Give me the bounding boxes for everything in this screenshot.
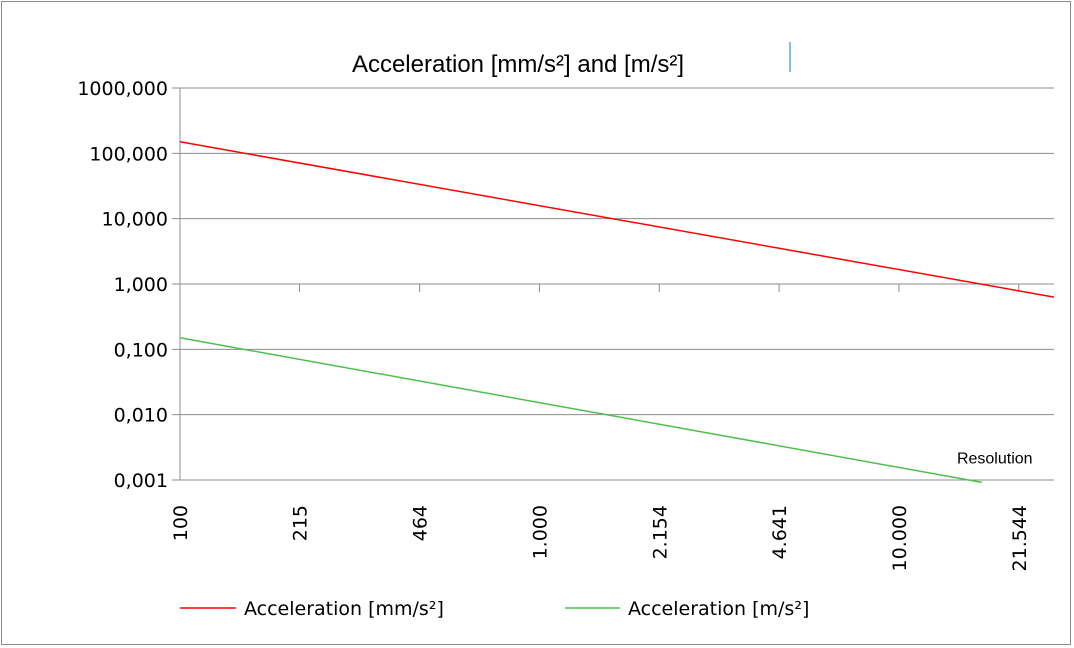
x-tick-label: 10.000 <box>889 505 911 571</box>
x-axis <box>179 284 1020 292</box>
title-background <box>294 36 788 86</box>
y-tick-label: 1000,000 <box>77 78 168 100</box>
y-tick-labels: 1000,000 100,000 10,000 1,000 0,100 0,010 0,00… <box>77 78 168 492</box>
x-tick-labels: 100 215 464 1.000 2.154 4.641 10.000 21.544 <box>170 505 1031 571</box>
y-tick-label: 0,100 <box>114 339 168 361</box>
x-tick-label: 215 <box>290 505 312 541</box>
y-tick-label: 10,000 <box>102 209 168 231</box>
x-tick-label: 100 <box>170 505 192 541</box>
y-tick-label: 1,000 <box>114 274 168 296</box>
x-tick-label: 21.544 <box>1009 505 1031 571</box>
legend-label-1: Acceleration [mm/s²] <box>244 598 444 620</box>
y-tick-label: 0,001 <box>114 470 168 492</box>
grid-lines <box>172 87 1054 481</box>
series-line-1 <box>179 141 1055 298</box>
chart-title: Acceleration [mm/s²] and [m/s²] <box>352 51 684 78</box>
series-line-2 <box>179 337 982 484</box>
x-tick-label: 1.000 <box>529 505 551 559</box>
legend: Acceleration [mm/s²] Acceleration [m/s²] <box>180 598 809 620</box>
legend-label-2: Acceleration [m/s²] <box>628 598 809 620</box>
x-tick-label: 2.154 <box>649 505 671 559</box>
x-tick-label: 4.641 <box>769 505 791 559</box>
x-tick-label: 464 <box>410 505 432 541</box>
y-tick-label: 0,010 <box>114 405 168 427</box>
annotations: Resolution <box>957 451 1033 468</box>
y-tick-label: 100,000 <box>89 143 168 165</box>
annotation-label: Resolution <box>957 451 1033 468</box>
series-group <box>179 141 1055 484</box>
